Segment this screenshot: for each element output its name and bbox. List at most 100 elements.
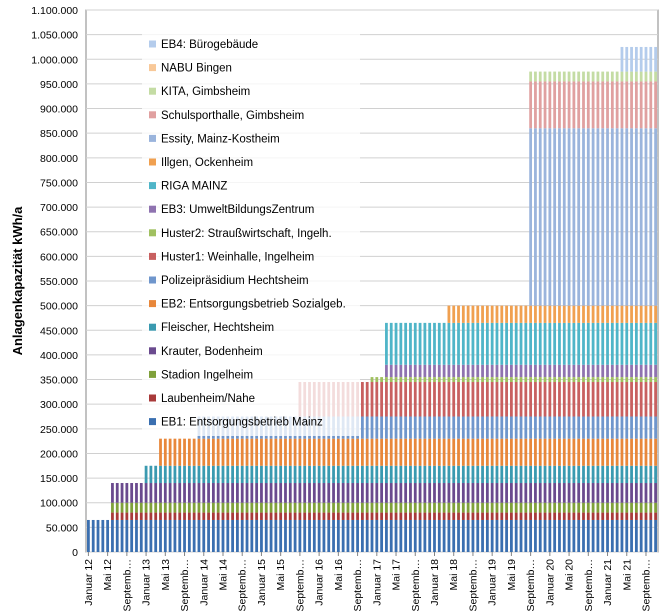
bar-segment [644,71,648,82]
bar-segment [495,465,499,484]
bar-segment [370,512,374,520]
bar-segment [490,502,494,513]
bar-segment [505,502,508,513]
bar-segment [413,483,417,503]
bar-segment [173,465,177,484]
bar-segment [553,322,557,365]
bar-segment [240,502,244,513]
bar-segment [312,483,316,503]
bar-segment [610,377,614,383]
bar-segment [586,416,590,439]
bar-segment [452,502,456,513]
bar-segment [572,519,576,552]
bar-segment [236,465,239,484]
bar-segment [490,438,494,466]
bar-segment [558,382,561,417]
bar-segment [159,438,162,466]
bar-segment [389,502,393,513]
bar-segment [505,512,508,520]
bar-segment [202,465,206,484]
bar-segment [356,519,359,552]
bar-segment [553,382,557,417]
bar-segment [346,512,350,520]
bar-segment [356,512,359,520]
bar-segment [625,512,629,520]
y-tick-label: 700.000 [40,202,78,214]
bar-segment [346,465,350,484]
bar-segment [380,465,384,484]
bar-segment [341,512,345,520]
bar-segment [279,438,283,466]
bar-segment [562,465,566,484]
bar-segment [288,438,292,466]
bar-segment [351,438,355,466]
bar-segment [428,382,432,417]
bar-segment [543,512,547,520]
bar-segment [620,81,624,129]
bar-segment [442,438,446,466]
bar-segment [178,512,182,520]
legend-swatch [149,87,156,95]
bar-segment [360,465,364,484]
bar-segment [404,519,408,552]
bar-segment [538,512,542,520]
bar-segment [288,483,292,503]
bar-segment [490,377,494,383]
bar-segment [221,465,225,484]
bar-segment [370,377,374,383]
bar-segment [572,377,576,383]
bar-segment [399,502,403,513]
y-tick-label: 250.000 [40,424,78,436]
bar-segment [240,519,244,552]
bar-segment [591,128,595,306]
bar-segment [625,377,629,383]
bar-segment [577,364,581,378]
legend-entry: EB4: Bürogebäude [161,39,258,51]
bar-segment [245,502,249,513]
legend-entry: Fleischer, Hechtsheim [161,322,274,334]
bar-segment [601,416,605,439]
bar-segment [514,502,518,513]
bar-segment [389,438,393,466]
bar-segment [625,416,629,439]
y-tick-label: 1.050.000 [31,30,78,42]
bar-segment [548,81,552,129]
y-tick-label: 550.000 [40,276,78,288]
bar-segment [596,519,600,552]
bar-segment [317,438,321,466]
bar-segment [380,377,384,383]
y-tick-label: 500.000 [40,301,78,313]
bar-segment [586,81,590,129]
bar-segment [255,502,259,513]
bar-segment [375,502,379,513]
bar-segment [620,46,624,72]
bar-segment [255,512,259,520]
bar-segment [115,512,119,520]
bar-segment [428,519,432,552]
bar-segment [404,483,408,503]
bar-segment [514,382,518,417]
bar-segment [236,502,239,513]
bar-segment [404,438,408,466]
bar-segment [264,502,268,513]
bar-segment [649,128,653,306]
bar-segment [567,465,571,484]
legend-swatch [149,370,156,378]
bar-segment [649,322,653,365]
bar-segment [543,305,547,323]
bar-segment [510,322,513,365]
bar-segment [409,438,412,466]
x-tick-label: Januar 21 [602,559,614,606]
bar-segment [476,502,480,513]
bar-segment [649,502,653,513]
bar-segment [644,305,648,323]
bar-segment [139,502,143,513]
bar-segment [274,438,278,466]
bar-segment [548,519,552,552]
bar-segment [534,364,537,378]
bar-segment [529,377,533,383]
bar-segment [351,465,355,484]
bar-segment [649,364,653,378]
bar-segment [577,305,581,323]
bar-segment [577,519,581,552]
